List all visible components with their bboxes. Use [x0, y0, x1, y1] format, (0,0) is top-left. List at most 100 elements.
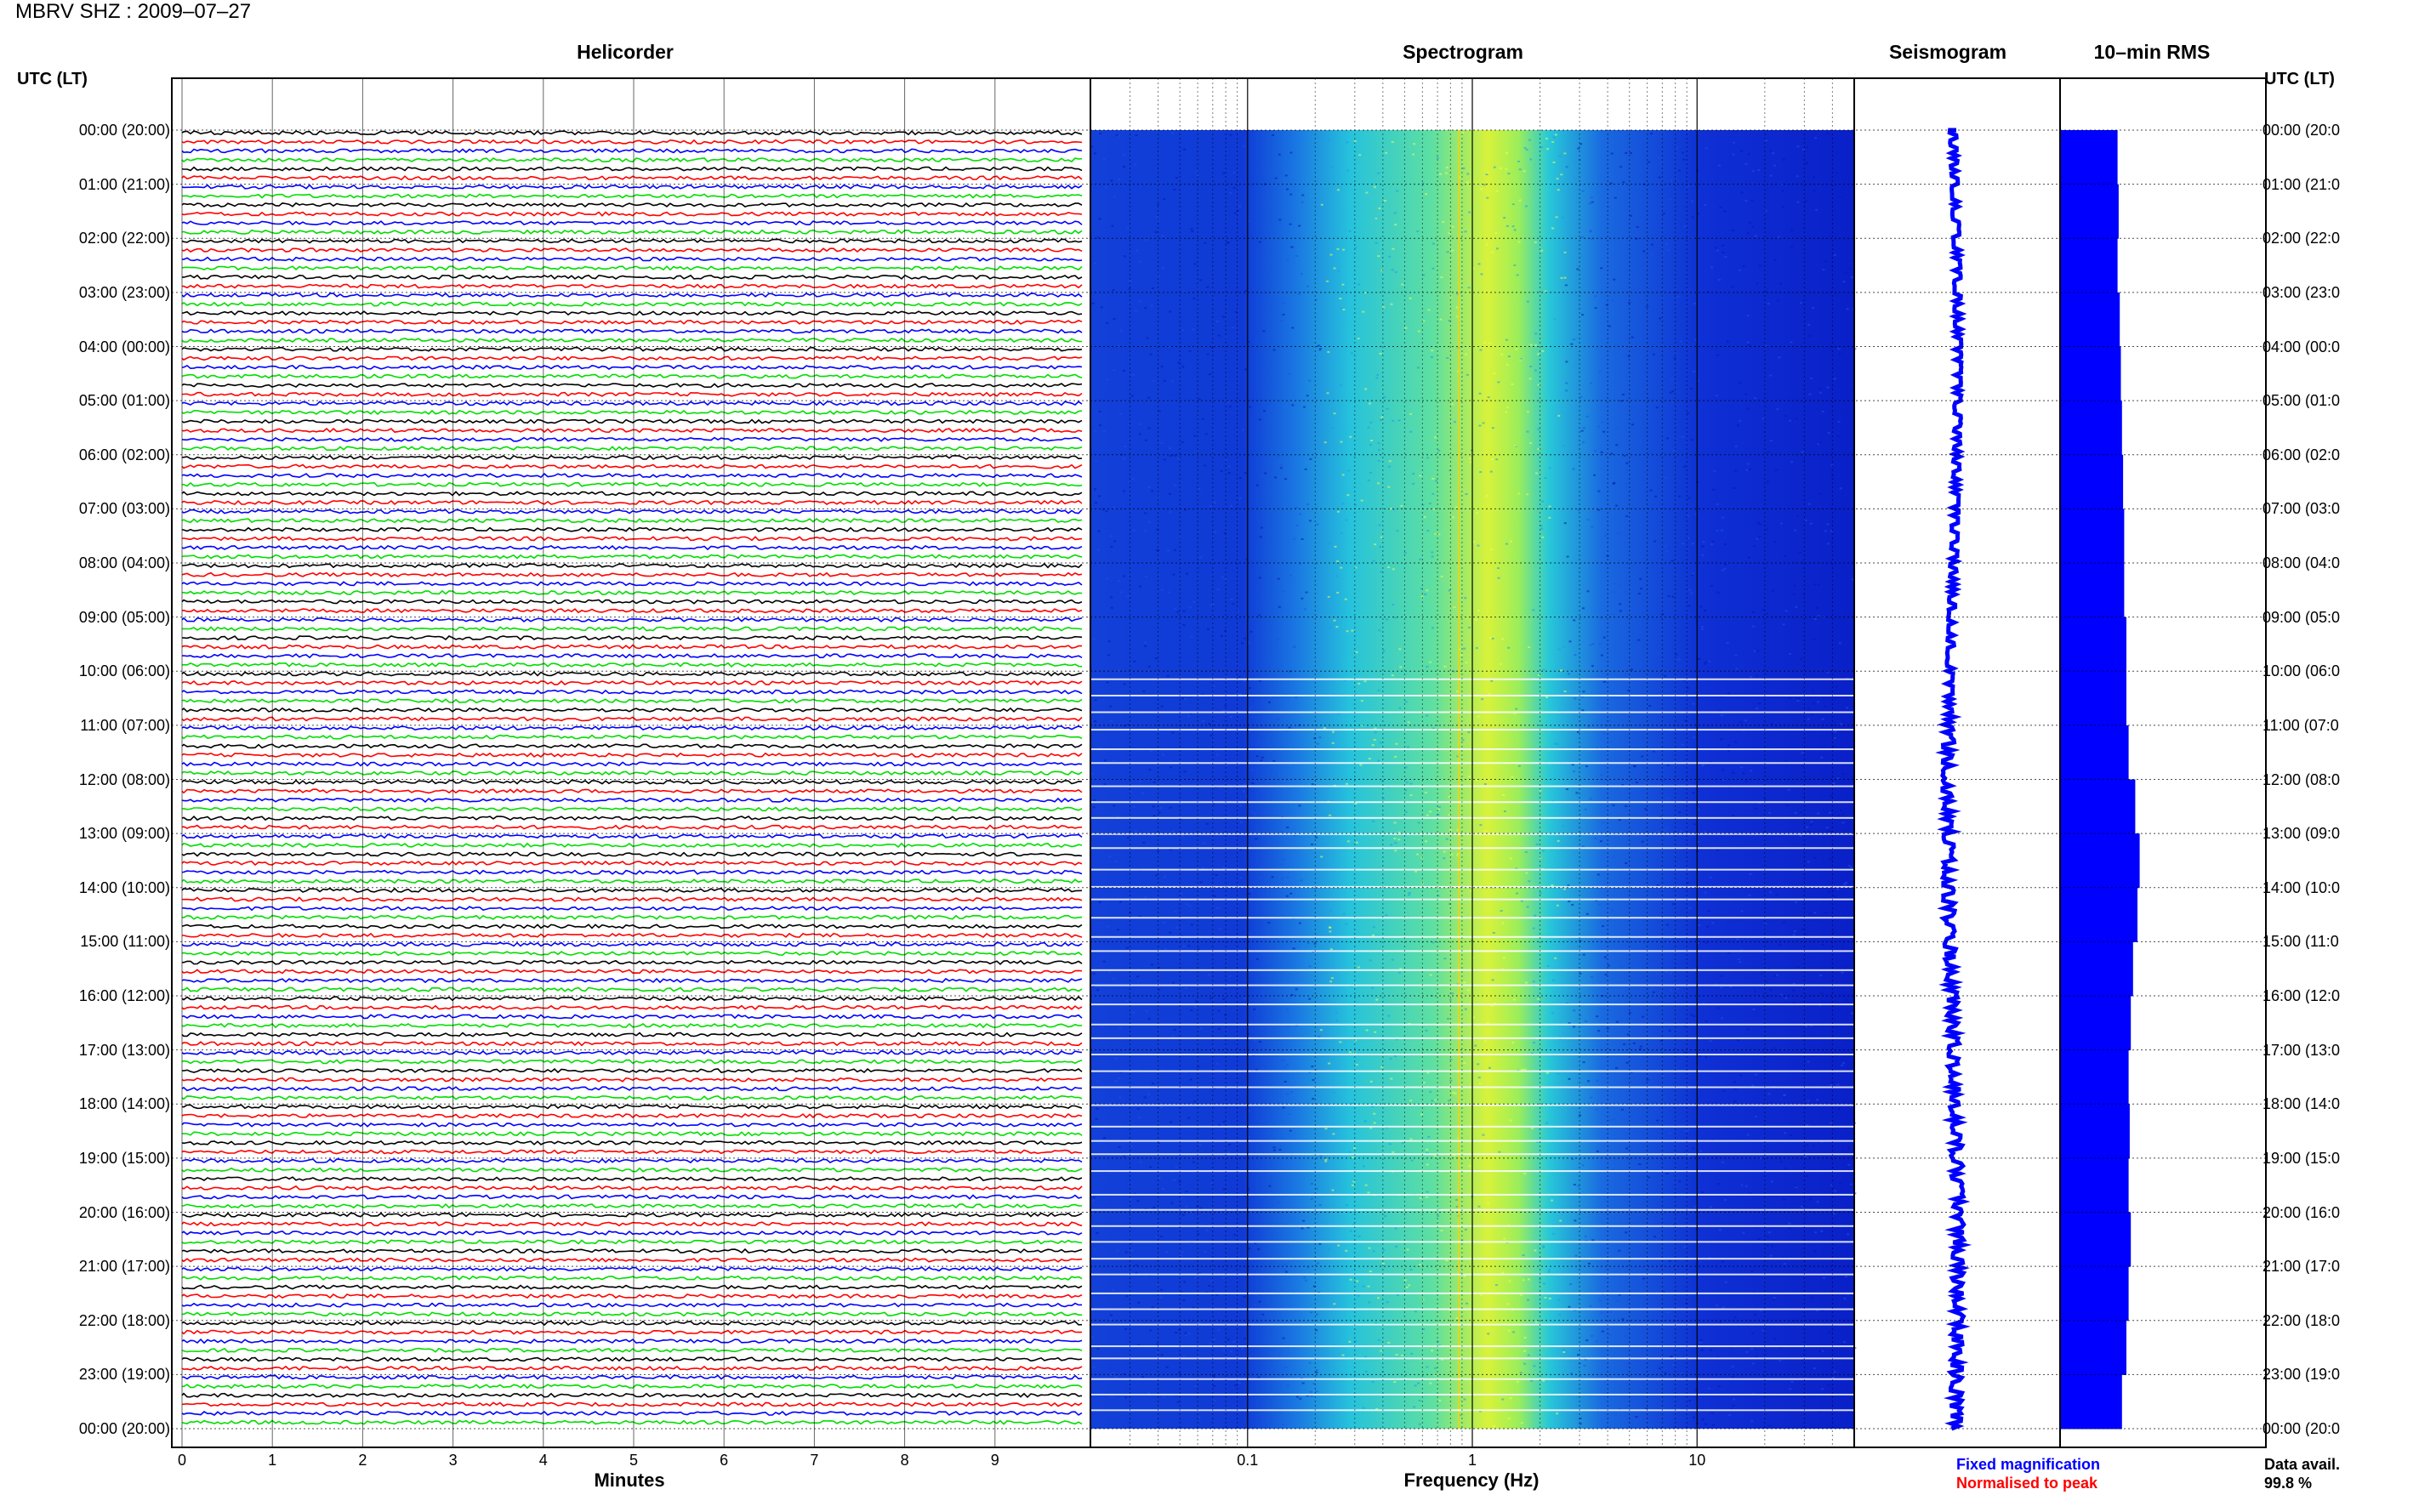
spectrogram-speckle-cell [1284, 1366, 1288, 1368]
spectrogram-speckle-cell [1098, 218, 1101, 220]
spectrogram-speckle-cell [1350, 352, 1353, 355]
spectrogram-speckle-cell [1625, 862, 1628, 865]
spectrogram-speckle-cell [1767, 480, 1770, 483]
spectrogram-speckle-cell [1630, 151, 1633, 154]
spectrogram-speckle-cell [1464, 230, 1467, 233]
spectrogram-speckle-cell [1722, 244, 1725, 247]
spectrogram-speckle-cell [1228, 975, 1232, 977]
helicorder-trace [181, 1068, 1083, 1074]
spectrogram-speckle-cell [1833, 378, 1836, 380]
spectrogram-speckle-cell [1636, 545, 1639, 548]
spectrogram-speckle-cell [1337, 713, 1340, 715]
spectrogram-speckle-cell [1757, 168, 1761, 171]
spectrogram-speckle-cell [1363, 292, 1367, 294]
spectrogram-speckle-cell [1277, 577, 1280, 580]
spectrogram-speckle-cell [1375, 1322, 1378, 1325]
spectrogram-speckle-cell [1232, 171, 1236, 173]
spectrogram-speckle-cell [1490, 458, 1494, 461]
spectrogram-speckle-cell [1301, 538, 1304, 541]
spectrogram-speckle-cell [1452, 969, 1455, 972]
spectrogram-speckle-cell [1314, 1069, 1318, 1071]
spectrogram-speckle-cell [1475, 647, 1478, 650]
spectrogram-speckle-cell [1756, 282, 1759, 285]
helicorder-trace [181, 1266, 1083, 1272]
spectrogram-speckle-cell [1174, 607, 1177, 610]
spectrogram-speckle-cell [1310, 1183, 1313, 1185]
minute-tick-label: 9 [990, 1452, 999, 1469]
spectrogram-speckle-cell [1211, 603, 1215, 605]
spectrogram-speckle-cell [1494, 1284, 1498, 1287]
spectrogram-speckle-cell [1758, 523, 1762, 526]
spectrogram-speckle-cell [1556, 742, 1559, 745]
spectrogram-speckle-cell [1395, 1038, 1398, 1041]
spectrogram-speckle-cell [1577, 147, 1580, 150]
spectrogram-speckle-cell [1335, 575, 1339, 577]
spectrogram-speckle-cell [1096, 236, 1100, 239]
spectrogram-speckle-cell [1626, 1033, 1630, 1036]
legend-normalised-to-peak: Normalised to peak [1956, 1475, 2098, 1492]
spectrogram-speckle-cell [1726, 340, 1729, 343]
spectrogram-speckle-cell [1841, 948, 1845, 951]
spectrogram-speckle-cell [1385, 914, 1388, 917]
spectrogram-speckle-cell [1384, 200, 1387, 202]
spectrogram-speckle-cell [1348, 1151, 1352, 1153]
spectrogram-speckle-cell [1749, 1192, 1752, 1195]
spectrogram-speckle-cell [1832, 1005, 1836, 1008]
spectrogram-speckle-cell [1520, 900, 1523, 902]
spectrogram-speckle-cell [1331, 730, 1335, 733]
spectrogram-speckle-cell [1434, 532, 1437, 535]
spectrogram-speckle-cell [1674, 292, 1677, 294]
spectrogram-speckle-cell [1426, 530, 1430, 532]
spectrogram-speckle-cell [1278, 1148, 1282, 1151]
spectrogram-speckle-cell [1511, 1041, 1515, 1043]
rms-bar [2060, 1157, 2129, 1213]
spectrogram-speckle-cell [1439, 318, 1443, 321]
spectrogram-speckle-cell [1625, 1147, 1629, 1150]
helicorder-trace [181, 1032, 1083, 1037]
spectrogram-speckle-cell [1364, 1370, 1368, 1373]
time-label-right: 03:00 (23:0 [2262, 284, 2341, 300]
spectrogram-speckle-cell [1488, 692, 1491, 695]
spectrogram-speckle-cell [1238, 693, 1242, 696]
spectrogram-speckle-cell [1192, 328, 1195, 331]
spectrogram-speckle-cell [1748, 344, 1751, 346]
spectrogram-speckle-cell [1587, 725, 1591, 728]
spectrogram-speckle-cell [1280, 863, 1283, 866]
spectrogram-speckle-cell [1472, 1016, 1476, 1019]
spectrogram-speckle-cell [1130, 791, 1133, 793]
helicorder-trace [181, 1140, 1083, 1145]
spectrogram-speckle-cell [1271, 876, 1274, 878]
helicorder-trace [181, 860, 1083, 867]
helicorder-trace [181, 1157, 1083, 1164]
spectrogram-speckle-cell [1128, 287, 1131, 290]
spectrogram-speckle-cell [1169, 849, 1172, 851]
spectrogram-speckle-cell [1767, 451, 1770, 453]
spectrogram-speckle-cell [1375, 1407, 1379, 1410]
spectrogram-speckle-cell [1182, 1299, 1186, 1302]
spectrogram-speckle-cell [1788, 419, 1791, 422]
spectrogram-speckle-cell [1586, 590, 1590, 593]
spectrogram-speckle-cell [1849, 1183, 1853, 1185]
spectrogram-speckle-cell [1273, 546, 1277, 549]
spectrogram-speckle-cell [1226, 401, 1229, 404]
time-label-left: 02:00 (22:00) [78, 230, 170, 247]
spectrogram-speckle-cell [1147, 396, 1151, 399]
spectrogram-speckle-cell [1733, 1316, 1737, 1318]
spectrogram-speckle-cell [1783, 1198, 1786, 1201]
spectrogram-speckle-cell [1657, 156, 1660, 159]
spectrogram-speckle-cell [1357, 1294, 1360, 1297]
spectrogram-speckle-cell [1767, 1424, 1771, 1427]
spectrogram-speckle-cell [1180, 1254, 1183, 1257]
spectrogram-speckle-cell [1202, 867, 1205, 869]
spectrogram-speckle-cell [1491, 637, 1494, 639]
spectrogram-speckle-cell [1394, 224, 1397, 226]
spectrogram-speckle-cell [1802, 594, 1806, 596]
spectrogram-speckle-cell [1426, 1151, 1429, 1154]
spectrogram-speckle-cell [1691, 572, 1694, 575]
spectrogram-speckle-cell [1130, 1145, 1133, 1147]
spectrogram-speckle-cell [1817, 701, 1820, 703]
spectrogram-speckle-cell [1315, 836, 1318, 838]
spectrogram-speckle-cell [1568, 640, 1572, 643]
spectrogram-speckle-cell [1485, 173, 1488, 176]
spectrogram-speckle-cell [1591, 1334, 1594, 1337]
